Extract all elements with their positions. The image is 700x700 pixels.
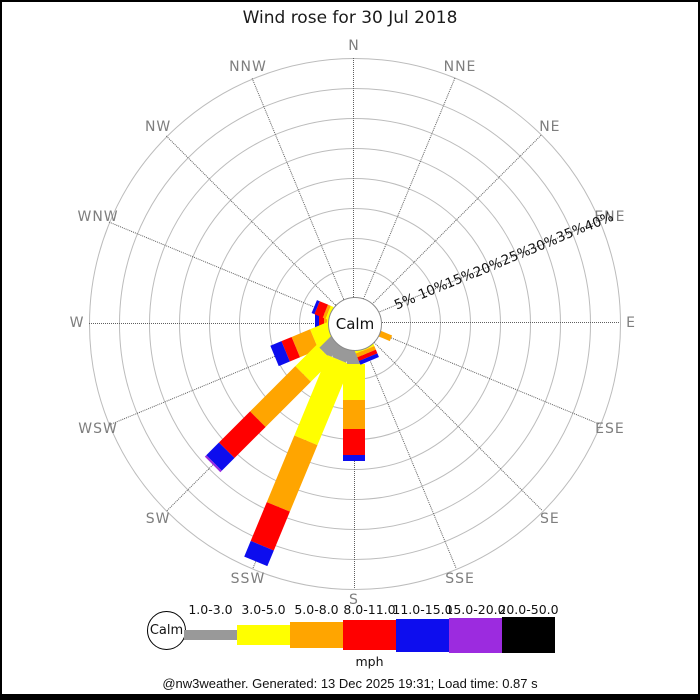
compass-label-SSE: SSE: [445, 570, 475, 587]
compass-label-NNW: NNW: [229, 59, 267, 76]
compass-label-ESE: ESE: [595, 421, 625, 437]
compass-label-SSW: SSW: [230, 570, 266, 587]
legend-swatch-8.0-11.0: [343, 620, 396, 650]
compass-label-NE: NE: [539, 119, 561, 136]
footer-credit: @nw3weather. Generated: 13 Dec 2025 19:3…: [162, 676, 538, 691]
compass-label-SW: SW: [145, 510, 171, 527]
legend-label-20.0-50.0: 20.0-50.0: [498, 602, 559, 617]
legend-label-11.0-15.0: 11.0-15.0: [392, 602, 453, 617]
compass-label-WSW: WSW: [78, 421, 118, 437]
grid-ring-40pct: [89, 58, 621, 590]
legend-label-8.0-11.0: 8.0-11.0: [343, 602, 396, 617]
spoke-E: [379, 322, 619, 323]
legend-label-5.0-8.0: 5.0-8.0: [294, 602, 339, 617]
legend-swatch-11.0-15.0: [396, 618, 449, 652]
compass-label-WNW: WNW: [77, 208, 119, 225]
spoke-W: [89, 323, 329, 324]
legend-calm-label: Calm: [149, 623, 184, 638]
legend-color-bar: [184, 616, 555, 654]
legend-swatch-20.0-50.0: [502, 617, 555, 653]
segment-S-3.0-5.0: [343, 364, 365, 401]
compass-label-W: W: [69, 315, 85, 331]
speed-legend: Calm 1.0-3.0 3.0-5.0 5.0-8.0 8.0-11.0 11.0-1…: [2, 600, 698, 669]
compass-label-NNE: NNE: [443, 59, 477, 76]
compass-label-N: N: [348, 38, 360, 54]
compass-label-ENE: ENE: [594, 208, 626, 225]
legend-label-3.0-5.0: 3.0-5.0: [241, 602, 286, 617]
legend-swatch-5.0-8.0: [290, 622, 343, 648]
segment-S-11.0-15.0: [343, 454, 365, 461]
legend-units-label: mph: [355, 654, 384, 669]
legend-swatch-3.0-5.0: [237, 625, 290, 645]
compass-label-S: S: [349, 592, 359, 608]
compass-label-SE: SE: [539, 510, 560, 527]
legend-calm-circle: Calm: [147, 611, 186, 650]
legend-swatch-15.0-20.0: [449, 617, 502, 653]
calm-center-circle: Calm: [328, 297, 382, 351]
segment-S-5.0-8.0: [343, 400, 365, 429]
spoke-N: [353, 58, 354, 298]
compass-label-E: E: [626, 315, 636, 331]
segment-S-8.0-11.0: [343, 428, 365, 455]
legend-swatch-1.0-3.0: [184, 630, 237, 640]
chart-title: Wind rose for 30 Jul 2018: [242, 8, 458, 28]
spoke-S: [354, 348, 355, 588]
legend-label-15.0-20.0: 15.0-20.0: [445, 602, 506, 617]
legend-label-1.0-3.0: 1.0-3.0: [188, 602, 233, 617]
compass-label-NW: NW: [144, 119, 172, 136]
